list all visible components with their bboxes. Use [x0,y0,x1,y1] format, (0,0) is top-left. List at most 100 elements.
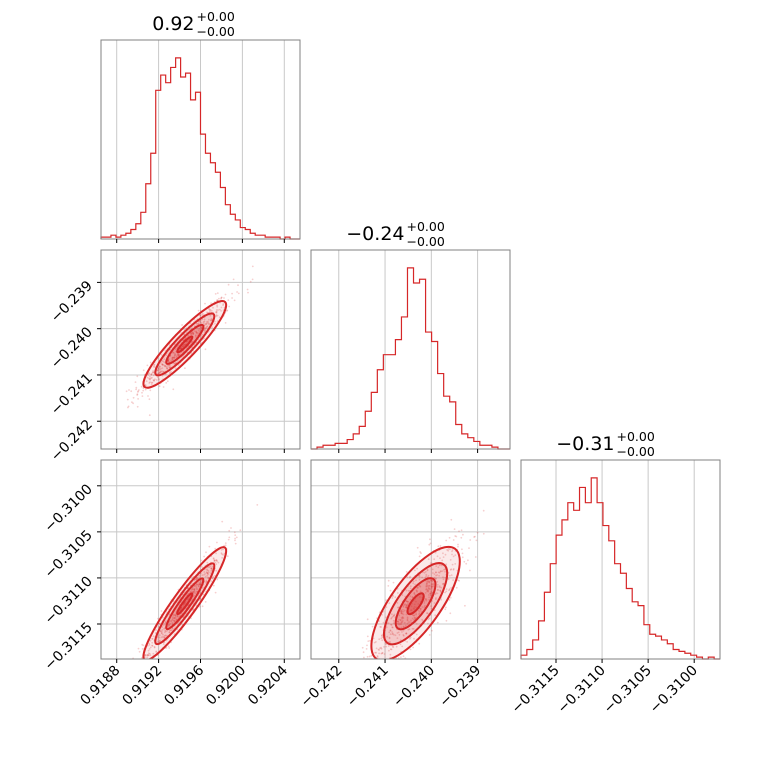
sample-point [415,606,418,609]
sample-point [168,631,171,634]
sample-point [418,613,420,616]
sample-point [180,607,183,609]
sample-point [174,354,176,357]
sample-point [167,359,170,362]
sample-point [234,537,237,540]
sample-point [373,641,376,644]
sample-point [402,604,405,607]
sample-point [172,388,175,391]
sample-point [149,646,152,649]
sample-point [220,306,223,309]
sample-point [385,643,388,646]
sample-point [368,655,371,658]
sample-point [385,626,388,629]
sample-point [162,364,165,366]
sample-point [193,579,196,582]
sample-point [200,327,203,329]
sample-point [214,547,217,550]
sample-point [141,395,144,397]
sample-point [168,623,170,626]
sample-point [191,588,193,591]
sample-point [436,584,439,586]
sample-point [158,634,161,636]
sample-point [167,359,169,362]
sample-point [208,318,210,321]
sample-point [392,581,395,584]
sample-point [406,622,409,625]
sample-point [210,317,213,320]
sample-point [410,619,412,622]
sample-point [131,401,133,404]
sample-point [220,552,223,555]
sample-point [196,323,199,325]
sample-point [204,323,207,325]
sample-point [157,369,159,372]
sample-point [151,644,154,647]
sample-point [198,583,201,585]
sample-point [163,636,166,639]
sample-point [168,344,171,346]
sample-point [427,558,430,561]
sample-point [191,587,194,589]
sample-point [476,531,479,534]
sample-point [150,381,153,384]
sample-point [164,629,167,632]
sample-point [384,664,386,666]
sample-point [415,633,418,636]
sample-point [196,588,199,591]
sample-point [162,633,164,636]
sample-point [158,385,161,388]
sample-point [204,348,207,351]
sample-point [409,585,412,588]
sample-point [251,265,254,268]
sample-point [389,648,392,651]
sample-point [158,378,161,381]
sample-point [408,576,411,579]
sample-point [405,632,408,635]
sample-point [203,324,206,326]
sample-point [155,379,158,381]
sample-point [234,534,237,536]
sample-point [200,314,203,316]
sample-point [460,529,463,532]
sample-point [461,552,464,555]
sample-point [155,650,158,653]
sample-point [165,634,168,637]
sample-point [425,575,428,578]
sample-point [206,571,209,574]
sample-point [429,579,432,582]
sample-point [161,363,164,366]
sample-point [435,577,437,580]
sample-point [428,596,430,599]
sample-point [206,569,209,572]
sample-point [132,396,135,399]
sample-point [414,616,417,619]
sample-point [198,582,201,584]
sample-point [419,590,422,593]
sample-point [193,588,196,591]
sample-point [126,398,129,401]
sample-point [412,580,415,583]
sample-point [419,585,422,588]
sample-point [450,518,453,521]
sample-point [146,654,149,657]
sample-point [412,607,415,610]
sample-point [428,584,431,587]
sample-point [385,606,388,608]
sample-point [401,594,404,596]
sample-point [433,573,436,575]
sample-point [161,363,164,366]
sample-point [391,626,394,629]
sample-point [198,328,201,330]
sample-point [205,321,208,323]
sample-point [251,278,254,281]
sample-point [453,528,456,530]
histogram-0 [100,57,300,240]
sample-point [417,603,420,605]
sample-point [173,617,176,619]
sample-point [183,344,186,346]
sample-point [397,623,400,626]
sample-point [417,586,419,589]
sample-point [385,645,388,648]
sample-point [426,580,428,583]
